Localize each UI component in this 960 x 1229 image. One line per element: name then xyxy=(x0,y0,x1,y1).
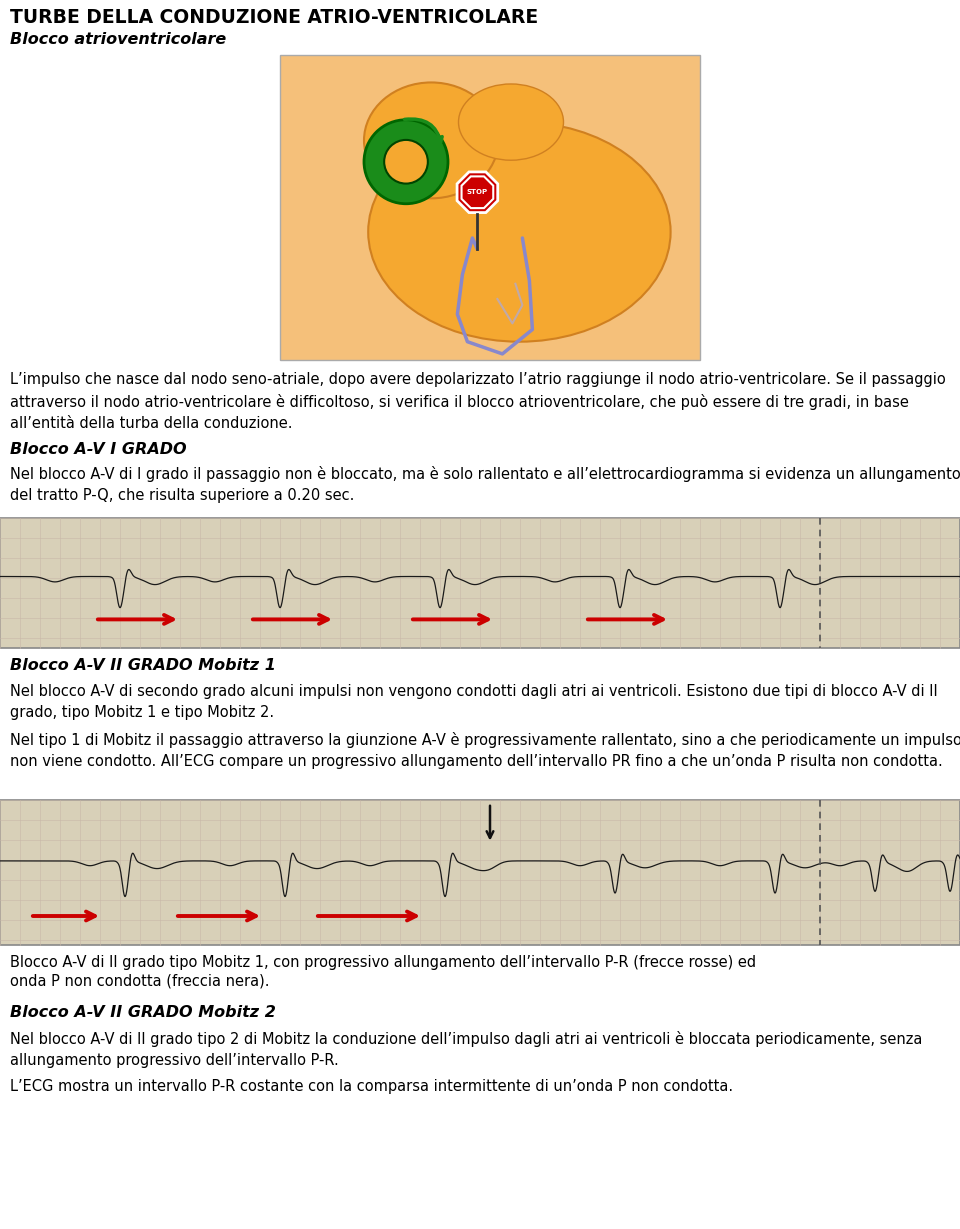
Bar xyxy=(0,517,960,648)
Text: Nel blocco A-V di I grado il passaggio non è bloccato, ma è solo rallentato e al: Nel blocco A-V di I grado il passaggio n… xyxy=(10,466,960,503)
Ellipse shape xyxy=(369,122,671,342)
Circle shape xyxy=(384,140,428,183)
Text: Nel tipo 1 di Mobitz il passaggio attraverso la giunzione A-V è progressivamente: Nel tipo 1 di Mobitz il passaggio attrav… xyxy=(10,732,960,769)
Ellipse shape xyxy=(364,82,498,198)
Text: L’impulso che nasce dal nodo seno-atriale, dopo avere depolarizzato l’atrio ragg: L’impulso che nasce dal nodo seno-atrial… xyxy=(10,372,946,430)
Circle shape xyxy=(364,119,448,204)
Text: Nel blocco A-V di secondo grado alcuni impulsi non vengono condotti dagli atri a: Nel blocco A-V di secondo grado alcuni i… xyxy=(10,685,938,720)
Text: Blocco atrioventricolare: Blocco atrioventricolare xyxy=(10,32,227,47)
Text: STOP: STOP xyxy=(467,189,488,195)
Text: onda P non condotta (freccia nera).: onda P non condotta (freccia nera). xyxy=(10,973,270,988)
Text: Blocco A-V di II grado tipo Mobitz 1, con progressivo allungamento dell’interval: Blocco A-V di II grado tipo Mobitz 1, co… xyxy=(10,955,756,970)
Text: Nel blocco A-V di II grado tipo 2 di Mobitz la conduzione dell’impulso dagli atr: Nel blocco A-V di II grado tipo 2 di Mob… xyxy=(10,1031,923,1068)
Text: Blocco A-V II GRADO Mobitz 2: Blocco A-V II GRADO Mobitz 2 xyxy=(10,1005,276,1020)
Text: Blocco A-V I GRADO: Blocco A-V I GRADO xyxy=(10,442,186,457)
Bar xyxy=(280,55,700,360)
Ellipse shape xyxy=(459,84,564,160)
Text: L’ECG mostra un intervallo P-R costante con la comparsa intermittente di un’onda: L’ECG mostra un intervallo P-R costante … xyxy=(10,1079,733,1094)
Text: TURBE DELLA CONDUZIONE ATRIO-VENTRICOLARE: TURBE DELLA CONDUZIONE ATRIO-VENTRICOLAR… xyxy=(10,9,539,27)
Text: Blocco A-V II GRADO Mobitz 1: Blocco A-V II GRADO Mobitz 1 xyxy=(10,658,276,673)
Bar xyxy=(0,800,960,945)
